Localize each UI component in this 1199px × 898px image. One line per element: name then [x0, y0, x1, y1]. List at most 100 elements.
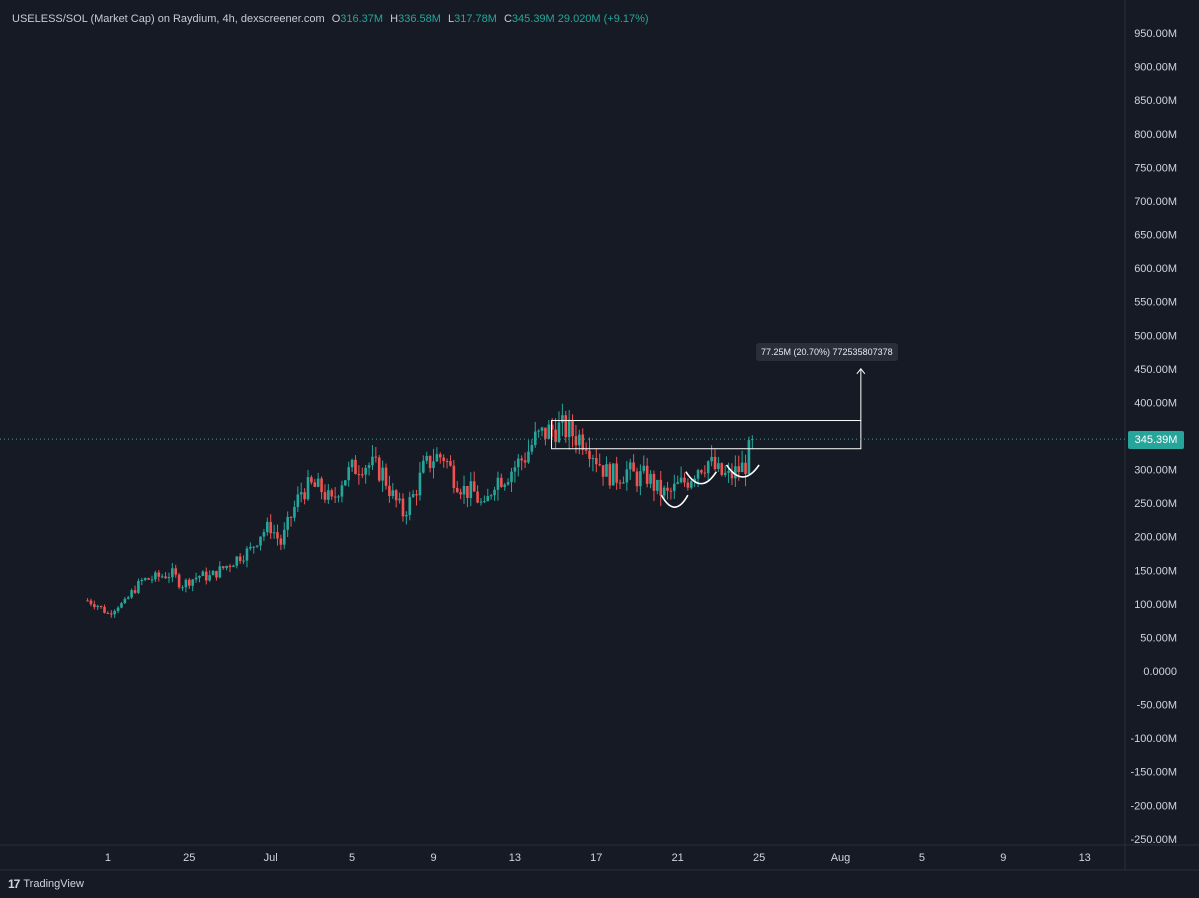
open-value: 316.37M: [340, 13, 384, 25]
candle: [160, 573, 164, 579]
candle: [550, 418, 554, 438]
candle: [391, 482, 395, 499]
candle: [194, 572, 198, 583]
candle-body: [713, 456, 717, 470]
candle: [462, 475, 466, 504]
candle: [130, 588, 133, 600]
candle: [483, 495, 486, 504]
candle: [364, 464, 367, 484]
footer-branding[interactable]: 17 TradingView: [8, 877, 84, 891]
candle-body: [540, 427, 544, 431]
candle: [316, 472, 320, 488]
candle: [232, 564, 235, 568]
candle-body: [520, 458, 523, 461]
candle-body: [422, 460, 425, 473]
candle-body: [276, 532, 279, 539]
candle: [564, 410, 568, 443]
candle: [286, 511, 289, 537]
candle: [333, 487, 337, 504]
pattern-arc[interactable]: [685, 471, 718, 485]
candle: [126, 595, 130, 600]
price-tick-label: -150.00M: [1131, 767, 1177, 779]
time-tick-label: 5: [349, 852, 355, 864]
candle-body: [204, 571, 208, 581]
candle-body: [103, 606, 106, 613]
candle: [527, 440, 530, 464]
time-tick-label: Aug: [831, 852, 851, 864]
candle: [184, 578, 188, 593]
candle: [340, 480, 344, 503]
price-tick-label: 500.00M: [1134, 330, 1177, 342]
candle: [282, 522, 286, 550]
resistance-box[interactable]: [551, 420, 862, 450]
candle: [696, 468, 700, 488]
candle-body: [86, 600, 89, 602]
candle: [500, 473, 503, 488]
candle: [157, 570, 161, 582]
candle: [242, 555, 245, 565]
candle: [357, 465, 361, 485]
candle-body: [333, 496, 337, 498]
candle-body: [581, 434, 585, 450]
time-axis[interactable]: 1 25 Jul 5 9 13 17 21 25 Aug 5 9 13: [105, 852, 1091, 864]
candle: [418, 461, 422, 501]
candle-body: [316, 478, 320, 487]
candle-body: [622, 482, 625, 484]
candle-body: [313, 482, 317, 487]
candle: [652, 470, 656, 502]
candle: [164, 572, 167, 579]
time-tick-label: Jul: [264, 852, 278, 864]
pattern-arc[interactable]: [660, 494, 689, 508]
candle-body: [330, 490, 334, 497]
candle-body: [215, 570, 218, 578]
candle: [245, 546, 249, 568]
candle: [252, 546, 256, 554]
candle-body: [242, 560, 245, 562]
price-tick-label: 950.00M: [1134, 28, 1177, 40]
candle: [639, 464, 642, 496]
price-tick-label: 300.00M: [1134, 465, 1177, 477]
candle-body: [221, 566, 225, 569]
candle: [656, 479, 659, 495]
price-tick-label: 400.00M: [1134, 397, 1177, 409]
candle: [350, 458, 354, 473]
candle: [116, 605, 120, 614]
candle: [581, 428, 585, 455]
candle: [143, 577, 147, 582]
time-tick-label: 25: [183, 852, 195, 864]
candle: [632, 454, 635, 472]
candle-body: [751, 439, 754, 441]
candle-body: [252, 546, 256, 548]
open-label: O: [331, 13, 341, 25]
time-tick-label: 13: [1079, 852, 1091, 864]
candle-body: [327, 490, 330, 500]
candle: [255, 545, 259, 549]
candle: [717, 456, 720, 473]
candle-body: [601, 465, 605, 477]
candle-body: [140, 579, 144, 581]
candle: [591, 454, 595, 472]
candle: [415, 489, 418, 506]
candle-body: [561, 415, 564, 423]
candle: [221, 565, 225, 570]
candle: [734, 455, 737, 487]
candle-body: [259, 536, 262, 546]
candle-body: [554, 429, 557, 443]
candle: [513, 460, 517, 483]
candle: [628, 458, 632, 480]
candle-body: [696, 470, 700, 479]
candle-body: [588, 450, 591, 459]
pattern-arc[interactable]: [725, 464, 760, 478]
candle: [327, 484, 330, 504]
candle-body: [486, 496, 490, 502]
candle: [662, 485, 666, 500]
candle-body: [734, 466, 737, 479]
candle: [720, 462, 724, 477]
symbol-title: USELESS/SOL (Market Cap) on Raydium, 4h,…: [12, 13, 325, 25]
candle-body: [744, 462, 747, 474]
candle-body: [513, 467, 517, 472]
candle: [689, 479, 693, 490]
candle-body: [282, 529, 286, 545]
candle-body: [272, 532, 276, 534]
